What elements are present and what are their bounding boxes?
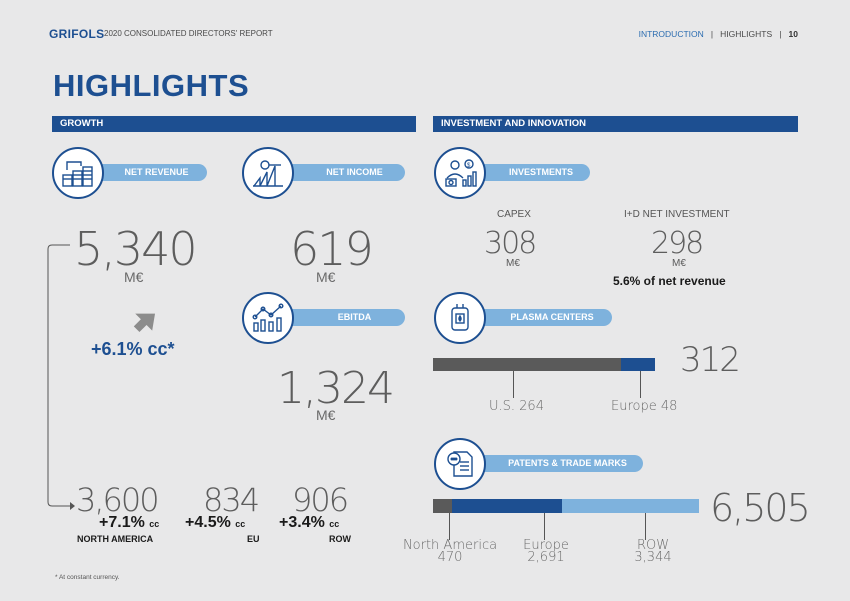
arrow-up-right-icon: [133, 313, 156, 333]
patents-bar-europe: [452, 499, 562, 513]
net-income-unit: M€: [316, 269, 336, 285]
row-value: 3,344: [634, 550, 672, 565]
rd-value: 298: [651, 226, 704, 261]
row-name: ROW: [636, 538, 670, 553]
patents-bar-north-america: [433, 499, 452, 513]
ebitda-value: 1,324: [277, 363, 395, 414]
region-value-eu: 834: [203, 481, 260, 519]
investor-icon: $: [445, 159, 477, 187]
region-change-row: +3.4% cc: [279, 514, 339, 532]
plasma-us-label: U.S. 264: [489, 399, 544, 414]
footnote: * At constant currency.: [55, 574, 120, 581]
plasma-bar-us: [433, 358, 621, 371]
patents-circle: [434, 438, 486, 490]
net-revenue-circle: [52, 147, 104, 199]
plasma-europe-label: Europe 48: [611, 399, 678, 414]
patents-na-label: North America 470: [401, 538, 499, 565]
region-cc: cc: [329, 519, 340, 529]
connector-line: [47, 244, 75, 510]
region-cc: cc: [235, 519, 246, 529]
region-name-north-america: NORTH AMERICA: [77, 534, 154, 544]
net-income-pill: NET INCOME: [290, 164, 405, 181]
net-revenue-change: +6.1% cc*: [91, 339, 175, 359]
plasma-bar-europe: [621, 358, 655, 371]
rd-label: I+D NET INVESTMENT: [624, 209, 730, 220]
svg-text:$: $: [467, 163, 471, 169]
region-change-eu: +4.5% cc: [185, 514, 245, 532]
grifols-logo: GRIFOLS: [49, 27, 105, 41]
capex-value: 308: [484, 226, 537, 261]
patents-total: 6,505: [710, 486, 811, 530]
crumb-separator: |: [710, 29, 714, 39]
capex-label: CAPEX: [497, 209, 531, 220]
page-title: HIGHLIGHTS: [53, 68, 250, 103]
document-search-icon: [447, 451, 473, 477]
net-revenue-unit: M€: [124, 269, 144, 285]
ebitda-unit: M€: [316, 407, 336, 423]
plasma-circle: [434, 292, 486, 344]
plasma-pill: PLASMA CENTERS: [478, 309, 612, 326]
crumb-introduction[interactable]: INTRODUCTION: [638, 29, 704, 39]
ebitda-pill: EBITDA: [290, 309, 405, 326]
patents-bar-row: [562, 499, 699, 513]
patents-bar: [433, 499, 699, 513]
region-name-row: ROW: [329, 534, 351, 544]
region-pct: +7.1%: [99, 514, 145, 531]
tick-row: [645, 513, 646, 540]
tick-europe: [640, 371, 641, 398]
investment-bar: INVESTMENT AND INNOVATION: [433, 116, 798, 132]
net-revenue-pill: NET REVENUE: [92, 164, 207, 181]
region-pct: +4.5%: [185, 514, 231, 531]
crumb-highlights[interactable]: HIGHLIGHTS: [720, 29, 773, 39]
region-value-north-america: 3,600: [76, 481, 160, 519]
na-name: North America: [402, 538, 498, 553]
investments-circle: $: [434, 147, 486, 199]
report-title: 2020 CONSOLIDATED DIRECTORS' REPORT: [104, 29, 273, 38]
ebitda-circle: [242, 292, 294, 344]
net-income-value: 619: [290, 222, 374, 276]
bar-chart-icon: [252, 303, 284, 332]
eu-name: Europe: [523, 538, 569, 553]
plasma-total: 312: [680, 340, 741, 380]
chart-growth-icon: [253, 160, 283, 187]
plasma-bar: [433, 358, 655, 371]
tick-north-america: [449, 513, 450, 540]
rd-note: 5.6% of net revenue: [613, 274, 726, 288]
na-value: 470: [437, 550, 463, 565]
breadcrumb: INTRODUCTION | HIGHLIGHTS | 10: [639, 29, 798, 39]
region-value-row: 906: [292, 481, 349, 519]
region-name-eu: EU: [247, 534, 260, 544]
patents-pill: PATENTS & TRADE MARKS: [478, 455, 643, 472]
eu-value: 2,691: [527, 550, 565, 565]
rd-unit: M€: [672, 258, 686, 269]
net-income-circle: [242, 147, 294, 199]
tick-europe: [544, 513, 545, 540]
net-revenue-value: 5,340: [74, 222, 198, 276]
blood-bag-icon: [451, 304, 469, 331]
crumb-separator: |: [779, 29, 782, 39]
patents-eu-label: Europe 2,691: [517, 538, 575, 565]
region-cc: cc: [149, 519, 160, 529]
coins-icon: [62, 161, 93, 187]
capex-unit: M€: [506, 258, 520, 269]
growth-bar: GROWTH: [52, 116, 416, 132]
tick-us: [513, 371, 514, 398]
page-number: 10: [788, 29, 798, 39]
region-change-north-america: +7.1% cc: [99, 514, 159, 532]
region-pct: +3.4%: [279, 514, 325, 531]
investments-pill: INVESTMENTS: [478, 164, 590, 181]
patents-row-label: ROW 3,344: [627, 538, 679, 565]
